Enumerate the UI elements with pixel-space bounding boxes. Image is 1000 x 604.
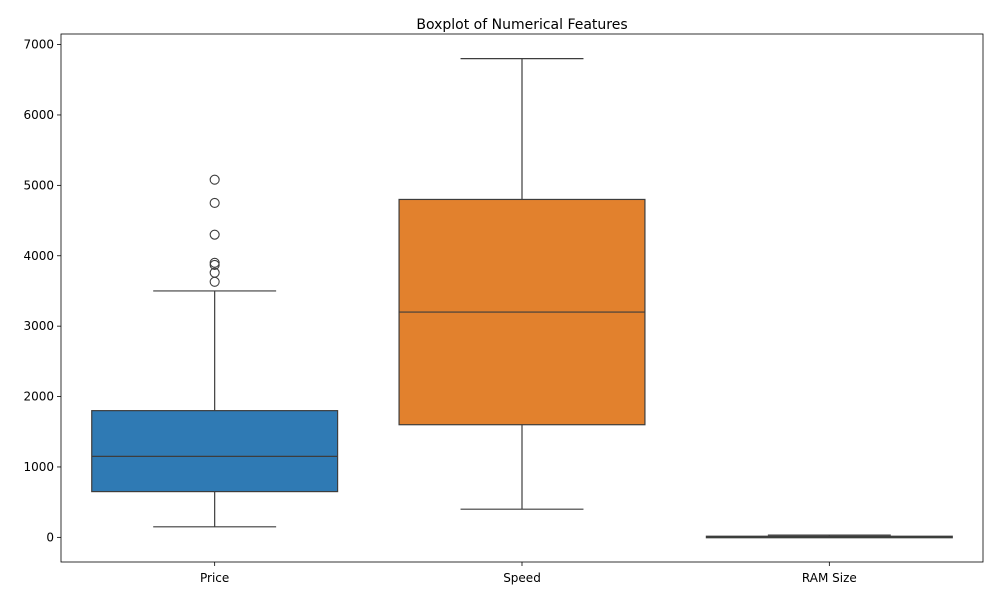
y-tick-label: 5000 [23, 178, 54, 192]
y-tick-label: 7000 [23, 38, 54, 52]
x-tick-label: Speed [503, 571, 541, 585]
y-tick-label: 3000 [23, 319, 54, 333]
box-group [398, 58, 646, 510]
y-tick-label: 2000 [23, 390, 54, 404]
boxes-layer [91, 58, 953, 539]
outlier-point [209, 229, 220, 240]
y-tick-label: 6000 [23, 108, 54, 122]
box-group [91, 174, 339, 528]
box-group [705, 534, 953, 539]
outlier-point [209, 174, 220, 185]
y-tick-label: 1000 [23, 460, 54, 474]
y-axis: 0 1000 2000 3000 4000 5000 6000 7000 [23, 38, 61, 544]
x-tick-label: Price [200, 571, 229, 585]
y-tick-label: 0 [46, 530, 54, 544]
outlier-point [209, 276, 220, 287]
outlier-point [209, 197, 220, 209]
outlier-point [209, 267, 220, 278]
x-axis: Price Speed RAM Size [200, 562, 857, 585]
box-iqr [91, 410, 339, 493]
outlier-point [209, 257, 220, 268]
x-tick-label: RAM Size [802, 571, 857, 585]
y-tick-label: 4000 [23, 249, 54, 263]
plot-frame [60, 33, 984, 563]
chart-title: Boxplot of Numerical Features [416, 17, 627, 33]
